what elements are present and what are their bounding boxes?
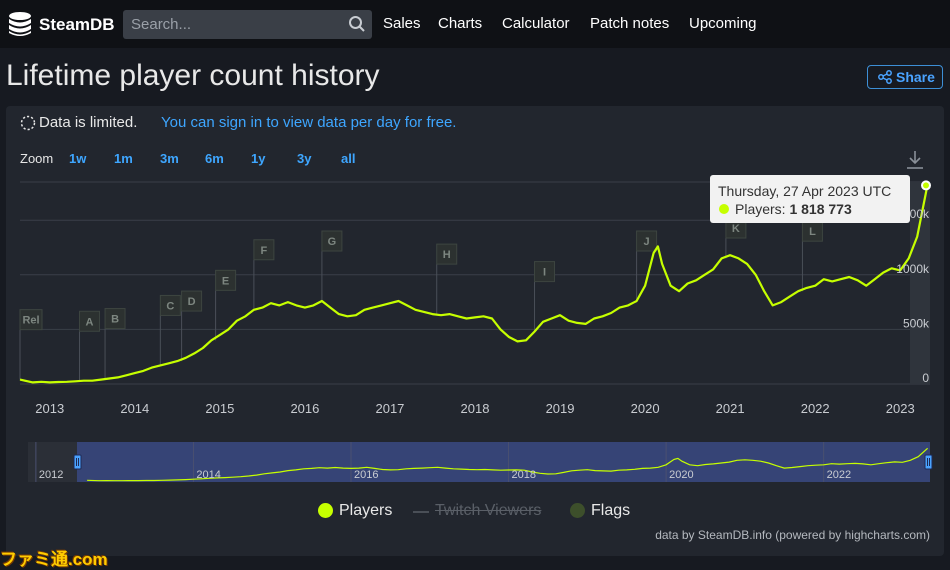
flag-h[interactable]: H: [436, 243, 458, 315]
legend-flags-marker: [570, 503, 585, 518]
share-button[interactable]: Share: [867, 65, 943, 89]
flag-e[interactable]: E: [215, 269, 237, 341]
svg-text:H: H: [443, 249, 451, 261]
nav-link-sales[interactable]: Sales: [383, 15, 421, 32]
zoom-all-button[interactable]: all: [341, 151, 356, 166]
nav-link-charts[interactable]: Charts: [438, 15, 483, 32]
x-tick-label: 2022: [801, 401, 830, 416]
svg-text:F: F: [261, 245, 268, 257]
nav-link-calculator[interactable]: Calculator: [502, 15, 570, 32]
y-tick-label: 1000k: [896, 262, 930, 276]
zoom-1y-button[interactable]: 1y: [251, 151, 266, 166]
legend-twitch-label: Twitch Viewers: [435, 502, 542, 519]
svg-text:Rel: Rel: [22, 315, 39, 327]
zoom-6m-button[interactable]: 6m: [205, 151, 224, 166]
svg-text:A: A: [86, 316, 94, 328]
y-tick-label: 0: [922, 371, 929, 385]
navigator-grid: [35, 442, 825, 482]
tooltip-date: Thursday, 27 Apr 2023 UTC: [718, 183, 892, 199]
nav-link-patch-notes[interactable]: Patch notes: [590, 15, 670, 32]
x-tick-label: 2019: [546, 401, 575, 416]
flag-a[interactable]: A: [79, 310, 101, 382]
x-tick-label: 2013: [35, 401, 64, 416]
zoom-label: Zoom: [20, 151, 54, 166]
steamdb-logo[interactable]: SteamDB: [6, 10, 116, 38]
navigator-tick-label: 2016: [354, 469, 378, 481]
zoom-3y-button[interactable]: 3y: [297, 151, 312, 166]
flag-j[interactable]: J: [636, 230, 658, 302]
navigator-tick-label: 2014: [196, 469, 220, 481]
dashed-circle-icon: [20, 115, 36, 131]
zoom-1m-button[interactable]: 1m: [114, 151, 133, 166]
brand-name: SteamDB: [39, 15, 115, 34]
flag-k[interactable]: K: [725, 217, 747, 259]
flag-l[interactable]: L: [801, 220, 823, 292]
x-tick-label: 2020: [631, 401, 660, 416]
navigator-tick-label: 2018: [512, 469, 536, 481]
top-nav: SteamDB Search... Sales Charts Calculato…: [0, 0, 950, 48]
svg-text:E: E: [222, 275, 229, 287]
chart-credit[interactable]: data by SteamDB.info (powered by highcha…: [655, 528, 930, 542]
flag-i[interactable]: I: [534, 261, 556, 332]
tooltip-series-marker: [719, 204, 729, 214]
flag-markers: Rel A B C D E F G H I J K L: [19, 217, 823, 382]
flag-b[interactable]: B: [104, 308, 126, 379]
svg-text:J: J: [644, 236, 650, 248]
navigator-tick-label: 2020: [669, 469, 693, 481]
sign-in-link[interactable]: You can sign in to view data per day for…: [161, 114, 457, 131]
share-label: Share: [896, 69, 935, 85]
svg-text:I: I: [543, 267, 546, 279]
navigator-series-line: [87, 447, 928, 482]
chart-tooltip: Thursday, 27 Apr 2023 UTC Players: 1 818…: [710, 175, 910, 223]
zoom-3m-button[interactable]: 3m: [160, 151, 179, 166]
hover-band: [910, 182, 930, 384]
svg-text:L: L: [809, 226, 816, 238]
download-icon[interactable]: [906, 150, 924, 170]
navigator-right-handle[interactable]: [924, 454, 933, 470]
legend-twitch-marker: [413, 511, 429, 513]
x-tick-label: 2016: [290, 401, 319, 416]
svg-text:D: D: [188, 296, 196, 308]
legend-players-marker: [318, 503, 333, 518]
zoom-1w-button[interactable]: 1w: [69, 151, 87, 166]
x-tick-label: 2021: [716, 401, 745, 416]
flag-rel[interactable]: Rel: [19, 309, 43, 380]
x-tick-label: 2023: [886, 401, 915, 416]
hover-point: [921, 180, 931, 191]
legend-flags-label: Flags: [591, 502, 631, 519]
navigator-left-handle[interactable]: [73, 454, 82, 470]
svg-text:K: K: [732, 223, 740, 235]
navigator-ticks: 2012 2014 2016 2018 2020 2022: [39, 469, 851, 481]
share-icon: [878, 70, 892, 84]
data-limited-text: Data is limited.: [39, 114, 138, 131]
flag-c[interactable]: C: [159, 294, 181, 366]
tooltip-series-value: Players: 1 818 773: [735, 201, 852, 217]
svg-text:C: C: [166, 300, 174, 312]
x-tick-label: 2015: [205, 401, 234, 416]
svg-text:B: B: [111, 314, 119, 326]
search-input[interactable]: Search...: [123, 10, 372, 39]
y-tick-label: 500k: [903, 316, 930, 330]
search-icon[interactable]: [348, 15, 366, 33]
famitsu-watermark: ファミ通.com: [0, 550, 108, 569]
nav-link-upcoming[interactable]: Upcoming: [689, 15, 757, 32]
flag-g[interactable]: G: [321, 230, 343, 302]
x-tick-label: 2017: [375, 401, 404, 416]
steamdb-logo-icon: [9, 12, 31, 36]
navigator-selection[interactable]: [77, 442, 930, 482]
svg-text:G: G: [328, 236, 337, 248]
page-title: Lifetime player count history: [6, 59, 380, 92]
legend-players-label: Players: [339, 502, 393, 519]
flag-d[interactable]: D: [181, 290, 203, 362]
x-tick-label: 2018: [461, 401, 490, 416]
flag-f[interactable]: F: [253, 239, 275, 310]
players-series-line: [19, 185, 929, 384]
navigator-tick-label: 2012: [39, 469, 63, 481]
search-placeholder: Search...: [131, 16, 192, 33]
x-tick-label: 2014: [120, 401, 149, 416]
x-axis-ticks: 2013 2014 2015 2016 2017 2018 2019 2020 2021 2022…: [35, 401, 914, 416]
navigator-tick-label: 2022: [827, 469, 851, 481]
